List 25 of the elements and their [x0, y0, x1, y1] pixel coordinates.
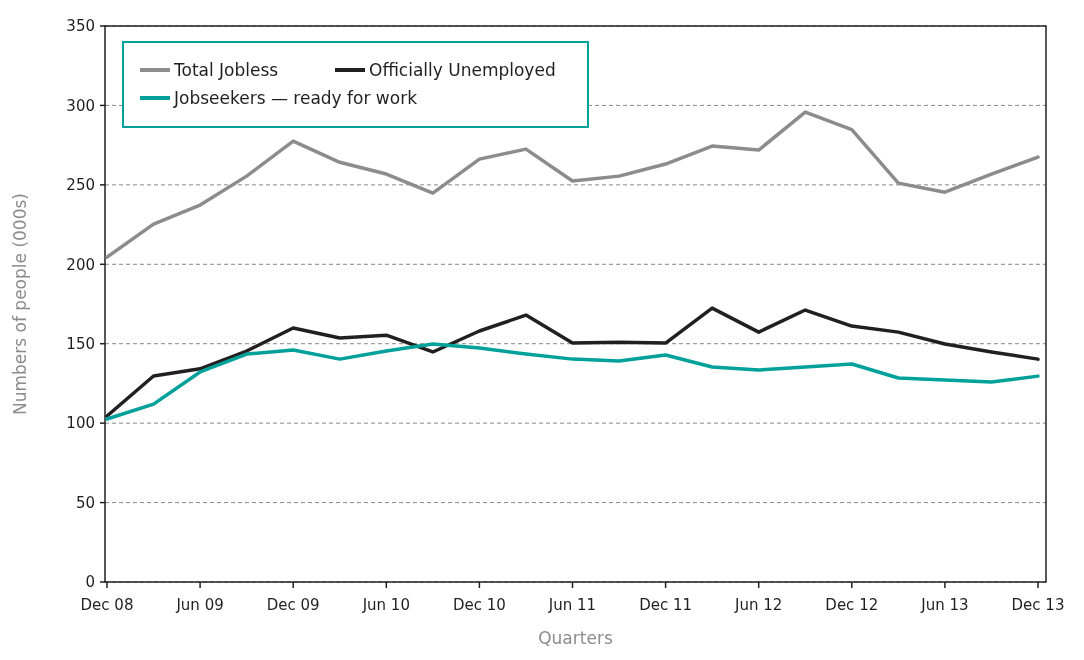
y-tick-label: 350	[66, 17, 95, 36]
y-tick-label: 300	[66, 96, 95, 115]
legend-label: Officially Unemployed	[369, 59, 556, 80]
y-tick-label: 0	[85, 573, 95, 592]
x-tick-label: Dec 08	[80, 596, 134, 614]
y-tick-label: 100	[66, 414, 95, 433]
x-tick-label: Dec 10	[452, 596, 506, 614]
x-tick-label: Dec 12	[825, 596, 879, 614]
x-tick-label: Jun 09	[175, 596, 224, 614]
x-tick-label: Jun 11	[547, 596, 597, 614]
x-tick-label: Dec 09	[266, 596, 320, 614]
y-axis-title: Numbers of people (000s)	[10, 193, 30, 415]
legend-label: Jobseekers — ready for work	[173, 87, 418, 108]
x-tick-label: Dec 13	[1011, 596, 1065, 614]
line-series	[105, 342, 1040, 421]
y-tick-label: 250	[66, 176, 95, 195]
y-tick-label: 200	[66, 255, 95, 274]
y-tick-label: 150	[66, 334, 95, 353]
x-tick-label: Jun 13	[920, 596, 969, 614]
x-tick-label: Jun 10	[361, 596, 410, 614]
x-tick-label: Jun 12	[734, 596, 783, 614]
x-axis-title: Quarters	[538, 628, 613, 648]
y-tick-label: 50	[75, 493, 95, 512]
x-tick-label: Dec 11	[639, 596, 693, 614]
legend-label: Total Jobless	[173, 59, 279, 80]
